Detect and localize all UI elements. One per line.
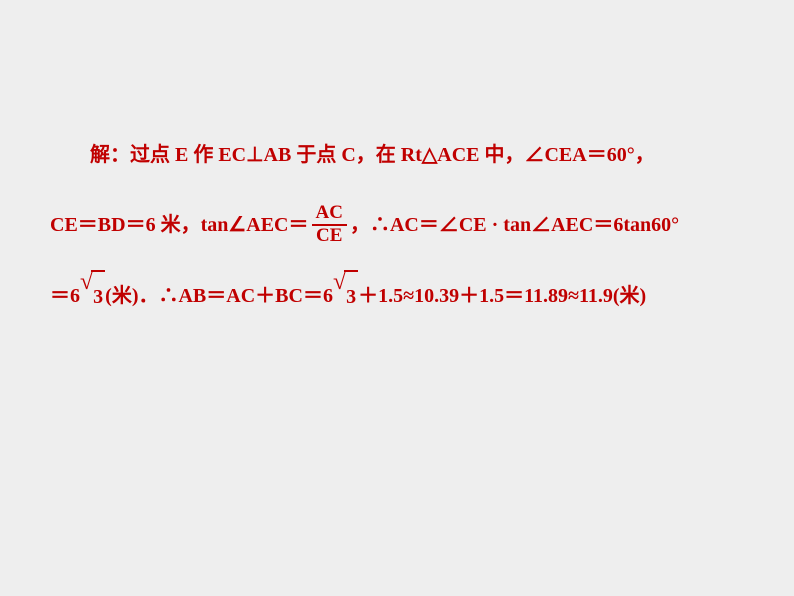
fraction-denominator: CE	[312, 226, 346, 247]
fraction: AC CE	[312, 203, 347, 247]
text-segment: 解：过点 E 作 EC⊥AB 于点 C，在 Rt△ACE 中，∠CEA＝60°，	[90, 144, 655, 166]
line-2: CE＝BD＝6 米，tan∠AEC＝ AC CE ，∴AC＝∠CE · tan∠…	[50, 200, 744, 250]
text-segment: CE＝BD＝6 米，tan∠AEC＝	[50, 200, 309, 250]
text-segment: ，∴AC＝∠CE · tan∠AEC＝6tan60°	[350, 200, 679, 250]
sqrt-radicand: 3	[344, 270, 358, 322]
solution-content: 解：过点 E 作 EC⊥AB 于点 C，在 Rt△ACE 中，∠CEA＝60°，…	[50, 130, 744, 322]
text-segment: ＝6	[50, 271, 80, 321]
sqrt-expression: √ 3	[333, 270, 358, 322]
text-segment: (米)．∴AB＝AC＋BC＝6	[105, 271, 333, 321]
line-3: ＝6 √ 3 (米)．∴AB＝AC＋BC＝6 √ 3 ＋1.5≈10.39＋1.…	[50, 270, 744, 322]
text-segment: ＋1.5≈10.39＋1.5＝11.89≈11.9(米)	[358, 271, 646, 321]
sqrt-expression: √ 3	[80, 270, 105, 322]
line-1: 解：过点 E 作 EC⊥AB 于点 C，在 Rt△ACE 中，∠CEA＝60°，	[50, 130, 744, 180]
sqrt-radicand: 3	[91, 270, 105, 322]
fraction-numerator: AC	[312, 203, 347, 226]
